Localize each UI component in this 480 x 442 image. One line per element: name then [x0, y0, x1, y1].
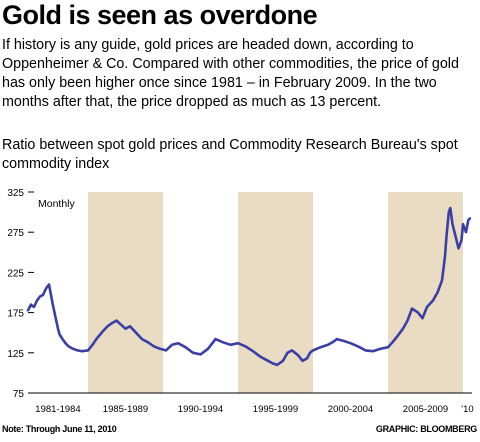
y-tick-label-0: 75 [13, 389, 25, 400]
shaded-band-2 [388, 192, 463, 393]
series-line [26, 206, 472, 367]
chart-subtitle: Ratio between spot gold prices and Commo… [2, 137, 458, 172]
y-axis-tick-labels: 75 125 175 225 275 325 [7, 188, 24, 400]
x-period-label-6: '10 [461, 404, 473, 415]
chart-title: Gold is seen as overdone [2, 0, 318, 30]
y-tick-label-2: 175 [7, 309, 24, 320]
x-period-label-0: 1981-1984 [35, 404, 80, 415]
x-period-label-2: 1990-1994 [178, 404, 223, 415]
frequency-label: Monthly [38, 198, 76, 210]
description-text: If history is any guide, gold prices are… [2, 37, 459, 110]
x-period-label-4: 2000-2004 [328, 404, 373, 415]
shaded-period-bands [88, 192, 463, 393]
y-tick-label-1: 125 [7, 349, 24, 360]
x-period-label-1: 1985-1989 [103, 404, 148, 415]
footnote: Note: Through June 11, 2010 [2, 424, 117, 434]
y-tick-label-3: 225 [7, 268, 24, 279]
graphic-credit: GRAPHIC: BLOOMBERG [375, 424, 477, 434]
x-axis-period-labels: 1981-1984 1985-1989 1990-1994 1995-1999 2000… [35, 404, 473, 415]
shaded-band-0 [88, 192, 163, 393]
shaded-band-1 [238, 192, 313, 393]
x-period-label-3: 1995-1999 [253, 404, 298, 415]
tick-marks [28, 191, 34, 394]
y-tick-label-5: 325 [7, 188, 24, 199]
x-period-label-5: 2005-2009 [403, 404, 448, 415]
y-tick-label-4: 275 [7, 228, 24, 239]
